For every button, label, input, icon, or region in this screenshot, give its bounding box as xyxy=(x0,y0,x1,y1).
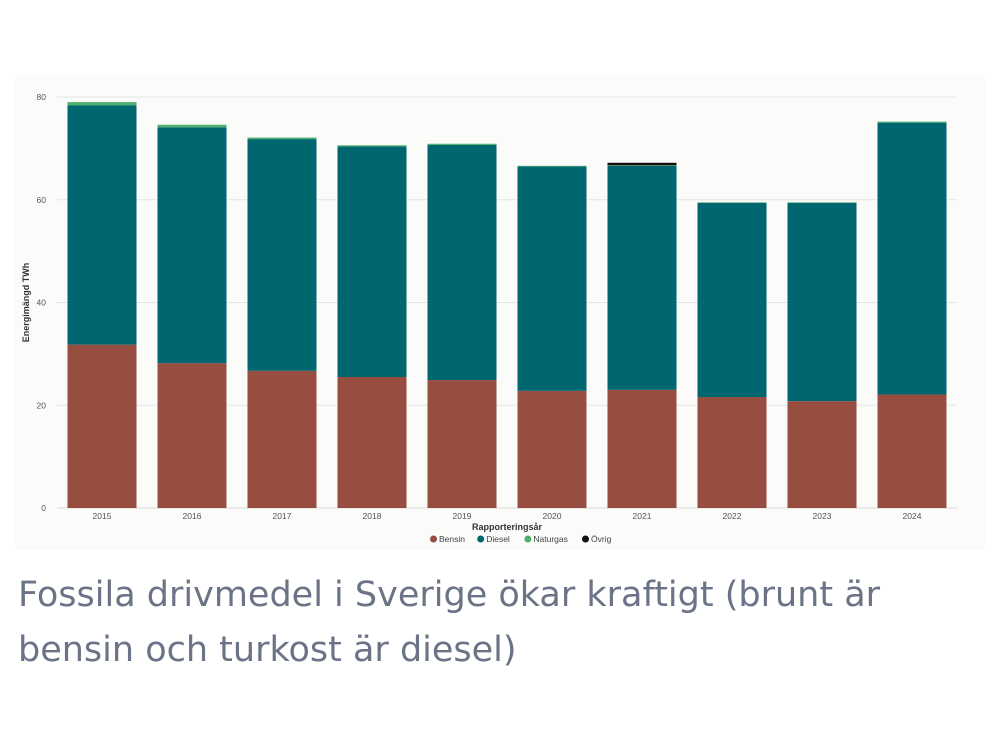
legend-marker xyxy=(582,535,589,543)
y-tick-label: 20 xyxy=(37,400,47,410)
x-tick-label: 2018 xyxy=(363,511,382,521)
x-tick-label: 2020 xyxy=(543,511,562,521)
bar-segment-naturgas xyxy=(697,202,767,203)
x-tick-label: 2015 xyxy=(93,511,112,521)
bar-segment-övrig xyxy=(607,162,677,166)
bar-segment-naturgas xyxy=(67,102,137,106)
bar-segment-bensin xyxy=(877,394,947,508)
bar-segment-diesel xyxy=(607,165,677,390)
legend-marker xyxy=(524,535,532,543)
bar-segment-diesel xyxy=(247,139,317,371)
bar-segment-diesel xyxy=(337,146,407,377)
bars xyxy=(67,102,947,508)
bar-segment-bensin xyxy=(247,370,317,508)
bar-segment-diesel xyxy=(157,127,227,364)
bar-segment-bensin xyxy=(337,376,407,508)
bar-segment-naturgas xyxy=(877,121,947,123)
x-tick-label: 2021 xyxy=(633,511,652,521)
y-axis-title: Energimängd TWh xyxy=(21,263,31,343)
y-tick-label: 60 xyxy=(37,195,47,205)
figure-caption: Fossila drivmedel i Sverige ökar kraftig… xyxy=(18,575,881,670)
y-tick-labels: 0 20 40 60 80 xyxy=(37,92,47,513)
bar-segment-diesel xyxy=(427,144,497,381)
bar-segment-naturgas xyxy=(247,137,317,140)
bar-segment-diesel xyxy=(67,105,137,345)
bar-segment-bensin xyxy=(697,397,767,508)
bar-segment-diesel xyxy=(517,166,587,391)
bar-segment-naturgas xyxy=(787,202,857,203)
bar-segment-bensin xyxy=(787,401,857,508)
legend-marker xyxy=(477,535,485,543)
legend-label: Diesel xyxy=(486,534,510,544)
bar-segment-bensin xyxy=(517,390,587,508)
bar-segment-diesel xyxy=(697,202,767,398)
bar-segment-diesel xyxy=(877,122,947,395)
bar-segment-bensin xyxy=(427,380,497,508)
bar-segment-bensin xyxy=(157,363,227,508)
x-tick-labels: 2015 2016 2017 2018 2019 2020 2021 2022 2023 2024 xyxy=(93,511,922,521)
y-tick-label: 40 xyxy=(37,298,47,308)
y-tick-label: 80 xyxy=(37,92,47,102)
legend: Bensin Diesel Naturgas Övrig xyxy=(430,534,612,544)
bar-segment-naturgas xyxy=(427,143,497,145)
bar-segment-diesel xyxy=(787,202,857,402)
x-tick-label: 2023 xyxy=(813,511,832,521)
x-tick-label: 2019 xyxy=(453,511,472,521)
bar-segment-bensin xyxy=(607,389,677,508)
legend-label: Övrig xyxy=(591,534,612,544)
x-tick-label: 2024 xyxy=(903,511,922,521)
bar-segment-naturgas xyxy=(337,145,407,147)
x-axis-title: Rapporteringsår xyxy=(472,522,543,532)
legend-marker xyxy=(430,535,437,543)
bar-segment-bensin xyxy=(67,344,137,508)
legend-label: Naturgas xyxy=(533,534,568,544)
legend-label: Bensin xyxy=(439,534,465,544)
bar-segment-naturgas xyxy=(157,124,227,128)
bar-segment-naturgas xyxy=(607,165,677,166)
x-tick-label: 2022 xyxy=(723,511,742,521)
chart-card: 0 20 40 60 80 2015 2016 2017 2018 2019 2020 2021 20… xyxy=(15,75,985,550)
x-tick-label: 2017 xyxy=(273,511,292,521)
x-tick-label: 2016 xyxy=(183,511,202,521)
y-tick-label: 0 xyxy=(41,503,46,513)
bar-segment-naturgas xyxy=(517,165,587,167)
